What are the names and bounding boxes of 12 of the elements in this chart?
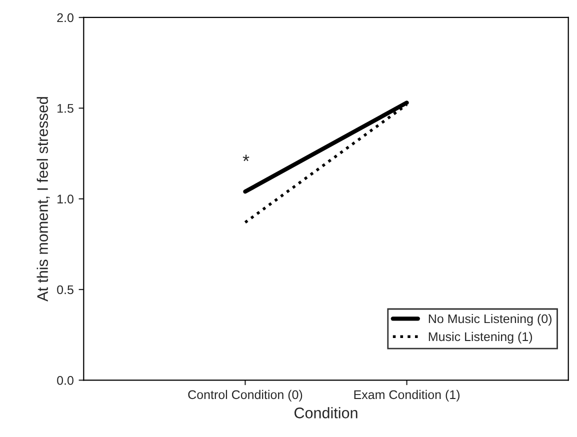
annotation: *	[242, 154, 250, 162]
x-tick-label: Exam Condition (1)	[354, 390, 460, 402]
x-tick-label: Control Condition (0)	[188, 390, 302, 402]
legend-label: No Music Listening (0)	[428, 314, 552, 326]
y-tick-label: 0.0	[57, 376, 74, 385]
y-tick-label: 1.0	[58, 194, 74, 204]
y-tick-label: 2.0	[57, 13, 74, 22]
legend-label: Music Listening (1)	[428, 332, 532, 344]
x-axis-title: Condition	[294, 407, 358, 418]
y-tick-label: 0.5	[57, 285, 74, 294]
y-tick-label: 1.5	[58, 104, 74, 113]
y-axis-title: At this moment, I feel stressed	[36, 97, 50, 302]
